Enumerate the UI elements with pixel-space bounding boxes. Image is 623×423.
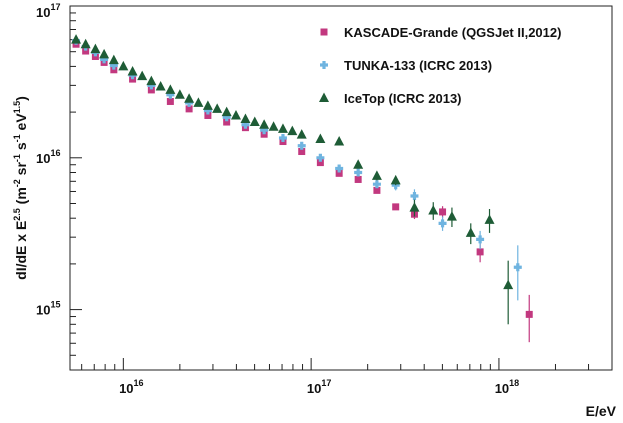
legend-marker-kascade: [320, 28, 328, 36]
kascade-point: [82, 47, 90, 55]
icetop-point: [99, 48, 110, 59]
data-markers: [71, 34, 533, 343]
icetop-point: [184, 93, 195, 103]
y-tick-label: 1015: [36, 300, 60, 318]
tunka-point: [147, 81, 156, 90]
icetop-point: [503, 279, 514, 290]
icetop-point: [315, 133, 326, 143]
icetop-point: [268, 121, 279, 131]
y-tick-label: 1017: [36, 2, 60, 20]
x-axis-label: E/eV: [586, 403, 617, 419]
legend: KASCADE-Grande (QGSJet II,2012) TUNKA-133…: [319, 25, 561, 106]
legend-marker-tunka: [320, 61, 328, 69]
icetop-point: [80, 38, 91, 49]
tunka-point: [241, 120, 250, 129]
kascade-point: [316, 159, 324, 167]
icetop-point: [230, 109, 241, 120]
tunka-point: [203, 106, 212, 115]
tunka-point: [513, 263, 522, 272]
kascade-point: [110, 66, 118, 74]
tunka-point: [335, 164, 344, 173]
y-tick-label: 1016: [36, 148, 60, 166]
icetop-point: [146, 75, 157, 86]
icetop-point: [428, 204, 439, 215]
kascade-point: [185, 105, 193, 113]
icetop-point: [71, 34, 82, 44]
plot-frame: [69, 5, 613, 371]
tunka-point: [476, 235, 485, 244]
kascade-point: [91, 52, 99, 60]
kascade-point: [476, 248, 484, 256]
icetop-point: [202, 100, 213, 110]
x-tick-label: 1018: [495, 378, 519, 396]
icetop-point: [127, 66, 138, 76]
legend-label-tunka: TUNKA-133 (ICRC 2013): [344, 58, 492, 73]
axis-ticks: [70, 5, 613, 371]
kascade-point: [204, 111, 212, 119]
icetop-point: [165, 84, 176, 94]
y-axis-label: dI/dE x E2.5 (m-2 sr-1 s-1 eV1.5): [12, 96, 29, 280]
icetop-point: [296, 129, 307, 139]
kascade-point: [335, 169, 343, 177]
icetop-point: [155, 80, 166, 91]
kascade-point: [373, 186, 381, 194]
kascade-point: [298, 148, 306, 156]
tunka-point: [166, 90, 175, 99]
icetop-point: [240, 113, 251, 124]
tunka-point: [372, 180, 381, 189]
icetop-point: [287, 125, 298, 136]
icetop-point: [174, 89, 185, 99]
icetop-point: [484, 214, 495, 224]
icetop-point: [446, 211, 457, 221]
kascade-point: [525, 310, 533, 318]
icetop-point: [371, 170, 382, 180]
x-tick-label: 1016: [119, 378, 143, 396]
icetop-point: [353, 159, 364, 169]
legend-label-icetop: IceTop (ICRC 2013): [344, 91, 462, 106]
tunka-point: [222, 113, 231, 122]
legend-label-kascade: KASCADE-Grande (QGSJet II,2012): [344, 25, 561, 40]
tunka-point: [354, 168, 363, 177]
icetop-point: [390, 174, 401, 185]
tunka-point: [297, 141, 306, 150]
kascade-point: [260, 130, 268, 138]
tunka-point: [278, 134, 287, 143]
tunka-point: [100, 55, 109, 64]
kascade-point: [147, 86, 155, 94]
tunka-point: [109, 61, 118, 70]
x-tick-label: 1017: [307, 378, 331, 396]
icetop-point: [118, 60, 129, 71]
icetop-point: [212, 103, 223, 113]
icetop-point: [249, 116, 260, 127]
icetop-point: [193, 97, 204, 107]
icetop-point: [465, 227, 476, 237]
icetop-point: [277, 123, 288, 133]
kascade-point: [439, 208, 447, 216]
icetop-point: [221, 106, 232, 117]
kascade-point: [392, 203, 400, 211]
tunka-point: [185, 98, 194, 107]
legend-marker-icetop: [319, 92, 329, 102]
kascade-point: [354, 175, 362, 183]
icetop-point: [334, 136, 345, 146]
tick-labels: 1016 1017 1018 1015 1016 1017: [36, 2, 519, 396]
icetop-point: [90, 43, 101, 54]
icetop-point: [108, 54, 119, 65]
tunka-point: [260, 126, 269, 135]
icetop-point: [409, 202, 420, 212]
kascade-point: [223, 118, 231, 126]
tunka-point: [410, 192, 419, 201]
tunka-point: [316, 153, 325, 162]
kascade-point: [166, 97, 174, 105]
tunka-point: [438, 219, 447, 228]
icetop-point: [259, 119, 270, 129]
icetop-point: [137, 70, 148, 81]
